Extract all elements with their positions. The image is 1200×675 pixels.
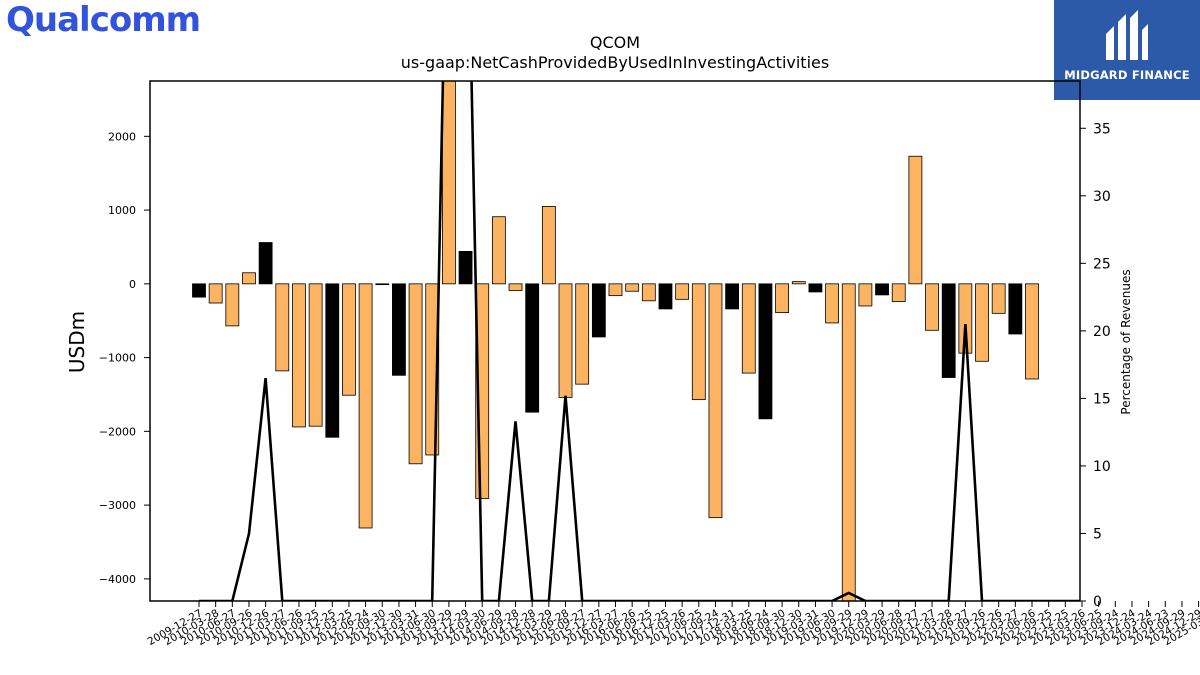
bar: [808, 283, 823, 293]
bar: [292, 283, 306, 428]
bar: [208, 283, 223, 304]
bar: [591, 283, 606, 338]
x-axis: 2009-12-272010-03-282010-06-272010-09-26…: [146, 601, 1200, 648]
bar: [525, 283, 540, 413]
y2-tick-label: 15: [1093, 391, 1111, 407]
bar: [408, 283, 423, 465]
y-tick-label: 2000: [108, 130, 136, 143]
bar: [691, 283, 706, 401]
bar: [1008, 283, 1023, 335]
bar: [641, 283, 656, 302]
y-tick-label: 1000: [108, 204, 136, 217]
bar: [575, 283, 590, 385]
y2-tick-label: 0: [1093, 594, 1102, 610]
bar: [908, 155, 923, 285]
bar: [891, 283, 906, 302]
bar: [325, 283, 340, 438]
y-tick-label: 0: [129, 278, 136, 291]
bar: [608, 283, 623, 297]
bars-group: [192, 81, 1039, 601]
bar: [508, 283, 523, 291]
bar: [725, 283, 740, 310]
y2-axis-label: Percentage of Revenues: [1119, 269, 1133, 414]
bar: [441, 81, 456, 285]
y-axis: −4000 −3000 −2000 −1000 0 1000 2000: [99, 130, 150, 586]
midgard-logo-text: MIDGARD FINANCE: [1064, 68, 1190, 82]
bar: [225, 283, 240, 327]
bar: [825, 283, 839, 324]
bar: [675, 283, 690, 300]
bar: [541, 205, 556, 285]
y2-tick-label: 5: [1093, 526, 1102, 542]
plot-frame: [149, 80, 1081, 602]
bar: [991, 283, 1006, 314]
bar: [741, 283, 756, 374]
bar: [625, 283, 640, 292]
bar: [875, 283, 889, 296]
y2-tick-label: 35: [1093, 121, 1111, 137]
bar: [458, 250, 473, 285]
bar: [941, 283, 956, 378]
y2-tick-label: 25: [1093, 256, 1111, 272]
bar: [858, 283, 873, 307]
midgard-finance-logo: MIDGARD FINANCE: [1054, 0, 1200, 100]
chart-subtitle: us-gaap:NetCashProvidedByUsedInInvesting…: [401, 53, 829, 72]
bar: [342, 283, 356, 396]
bar: [925, 283, 939, 331]
bar: [758, 283, 773, 420]
bar: [258, 242, 273, 285]
y-tick-label: −3000: [99, 499, 136, 512]
bar: [491, 216, 506, 285]
bar: [392, 283, 406, 376]
bar: [775, 283, 789, 314]
y-tick-label: −2000: [99, 425, 136, 438]
y-axis-label: USDm: [65, 311, 89, 373]
bar: [558, 283, 573, 398]
bar: [375, 283, 390, 286]
bar: [708, 283, 723, 519]
chart-title: QCOM: [590, 33, 640, 52]
bar: [358, 283, 373, 529]
bar: [1025, 283, 1039, 380]
bar: [975, 283, 989, 362]
bar: [275, 283, 290, 372]
qualcomm-logo: Qualcomm: [6, 0, 201, 40]
midgard-logo-mark-icon: [1054, 0, 1200, 100]
bar: [242, 272, 256, 285]
y-tick-label: −4000: [99, 573, 136, 586]
bar: [791, 281, 806, 285]
bar: [958, 283, 973, 354]
bar: [192, 283, 206, 298]
bar: [308, 283, 323, 427]
y-tick-label: −1000: [99, 352, 136, 365]
bar: [841, 283, 856, 601]
qualcomm-logo-text: Qualcomm: [6, 0, 201, 40]
y2-tick-label: 10: [1093, 459, 1111, 475]
bar: [658, 283, 673, 310]
y2-tick-label: 30: [1093, 189, 1111, 205]
y2-tick-label: 20: [1093, 324, 1111, 340]
y2-axis: 0 5 10 15 20 25 30 35: [1080, 121, 1111, 610]
